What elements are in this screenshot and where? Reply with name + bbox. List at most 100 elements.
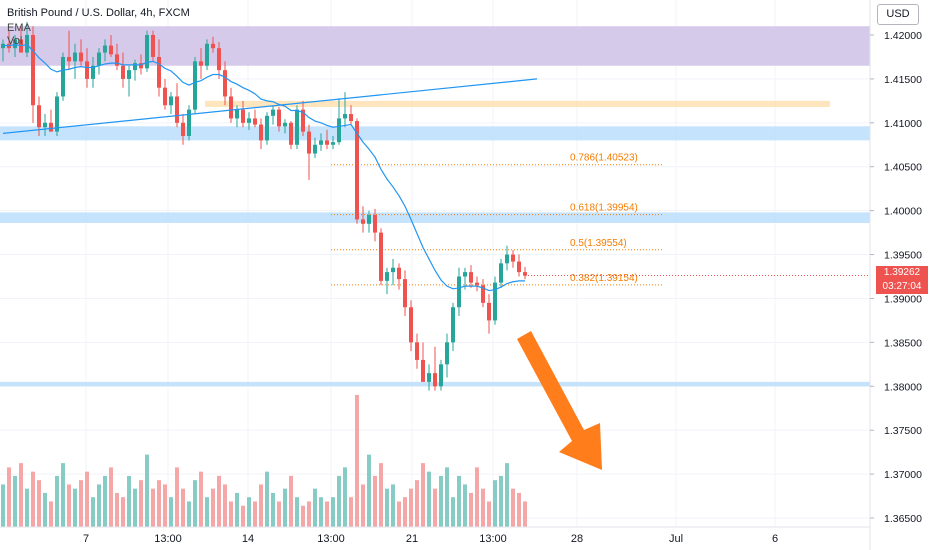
candle <box>13 35 17 57</box>
candle <box>109 35 113 57</box>
volume-bar <box>205 497 209 527</box>
volume-bar <box>121 497 125 527</box>
candle-body <box>307 131 311 154</box>
volume-bar <box>259 484 263 527</box>
candle-body <box>367 215 371 224</box>
volume-bar <box>7 467 11 527</box>
volume-bar <box>133 488 137 527</box>
volume-bar <box>211 488 215 527</box>
volume-bar <box>247 497 251 527</box>
candle-body <box>133 63 137 71</box>
volume-bar <box>415 480 419 527</box>
candle <box>43 114 47 136</box>
candle <box>25 21 29 57</box>
volume-bar <box>391 484 395 527</box>
volume-bar <box>385 488 389 527</box>
candle <box>523 266 527 280</box>
candle-body <box>91 65 95 79</box>
candle-body <box>403 279 407 308</box>
candle-body <box>139 63 143 69</box>
candle-body <box>43 122 47 128</box>
candle <box>205 39 209 71</box>
candle-body <box>193 61 197 110</box>
volume-bar <box>127 475 131 527</box>
candle-body <box>385 272 389 281</box>
candle <box>487 294 491 334</box>
time-tick-label: 14 <box>242 533 254 545</box>
candle-body <box>325 140 329 145</box>
volume-bar <box>199 471 203 527</box>
volume-layer <box>1 395 527 527</box>
candle <box>187 105 191 141</box>
volume-bar <box>271 492 275 527</box>
volume-indicator-label[interactable]: Vol <box>7 35 23 47</box>
bar-countdown-tag: 03:27:04 <box>876 280 928 294</box>
price-tick-label: 1.41500 <box>884 74 922 86</box>
volume-bar <box>73 488 77 527</box>
currency-button[interactable]: USD <box>877 4 919 25</box>
candle-body <box>175 96 179 123</box>
volume-bar <box>277 501 281 527</box>
candle <box>55 92 59 136</box>
price-axis[interactable]: 1.42000 1.41500 1.41000 1.40500 1.40000 1.395… <box>869 0 922 550</box>
price-tick-label: 1.36500 <box>884 513 922 525</box>
candle-body <box>271 109 275 116</box>
volume-bar <box>433 488 437 527</box>
candle-body <box>391 267 395 273</box>
candle-body <box>445 342 449 365</box>
candle-body <box>79 52 83 62</box>
price-tick-label: 1.40500 <box>884 162 922 174</box>
candle <box>373 208 377 242</box>
volume-bar <box>361 484 365 527</box>
volume-bar <box>403 497 407 527</box>
candle <box>73 43 77 79</box>
candle-body <box>211 43 215 49</box>
candle-body <box>103 45 107 53</box>
volume-bar <box>145 454 149 527</box>
candle <box>385 267 389 295</box>
candle-body <box>457 276 461 308</box>
candles-layer[interactable] <box>1 21 527 391</box>
candle-body <box>37 105 41 128</box>
volume-bar <box>43 492 47 527</box>
volume-bar <box>175 467 179 527</box>
volume-bar <box>505 463 509 527</box>
volume-bar <box>115 492 119 527</box>
candle <box>337 98 341 145</box>
candle-body <box>415 342 419 360</box>
candle-body <box>331 142 335 145</box>
candle-body <box>373 215 377 233</box>
candle <box>151 30 155 62</box>
candle <box>283 119 287 134</box>
symbol-title[interactable]: British Pound / U.S. Dollar, 4h, FXCM <box>7 7 190 19</box>
volume-bar <box>373 475 377 527</box>
candle-body <box>469 272 473 283</box>
volume-bar <box>157 480 161 527</box>
candle <box>409 300 413 352</box>
candle <box>307 124 311 180</box>
ema-indicator-label[interactable]: EMA <box>7 22 31 34</box>
volume-bar <box>457 475 461 527</box>
volume-bar <box>379 463 383 527</box>
price-tick-label: 1.39000 <box>884 293 922 305</box>
time-axis[interactable]: 7 13:00 14 13:00 21 13:00 28 Jul 6 <box>0 526 870 545</box>
volume-bar <box>331 497 335 527</box>
volume-bar <box>187 501 191 527</box>
resistance-zone <box>0 26 870 66</box>
candle-body <box>505 254 509 264</box>
candle <box>433 346 437 391</box>
candle <box>97 48 101 75</box>
candle <box>181 114 185 145</box>
volume-bar <box>349 497 353 527</box>
candle-body <box>235 109 239 119</box>
candle-body <box>115 54 119 66</box>
candle-body <box>463 272 467 277</box>
volume-bar <box>139 480 143 527</box>
candle <box>259 118 263 150</box>
volume-bar <box>169 497 173 527</box>
trendline <box>2 78 538 134</box>
candle <box>349 105 353 125</box>
fib-level-label: 0.5(1.39554) <box>570 238 627 249</box>
candle-body <box>199 61 203 66</box>
candle <box>91 56 95 88</box>
